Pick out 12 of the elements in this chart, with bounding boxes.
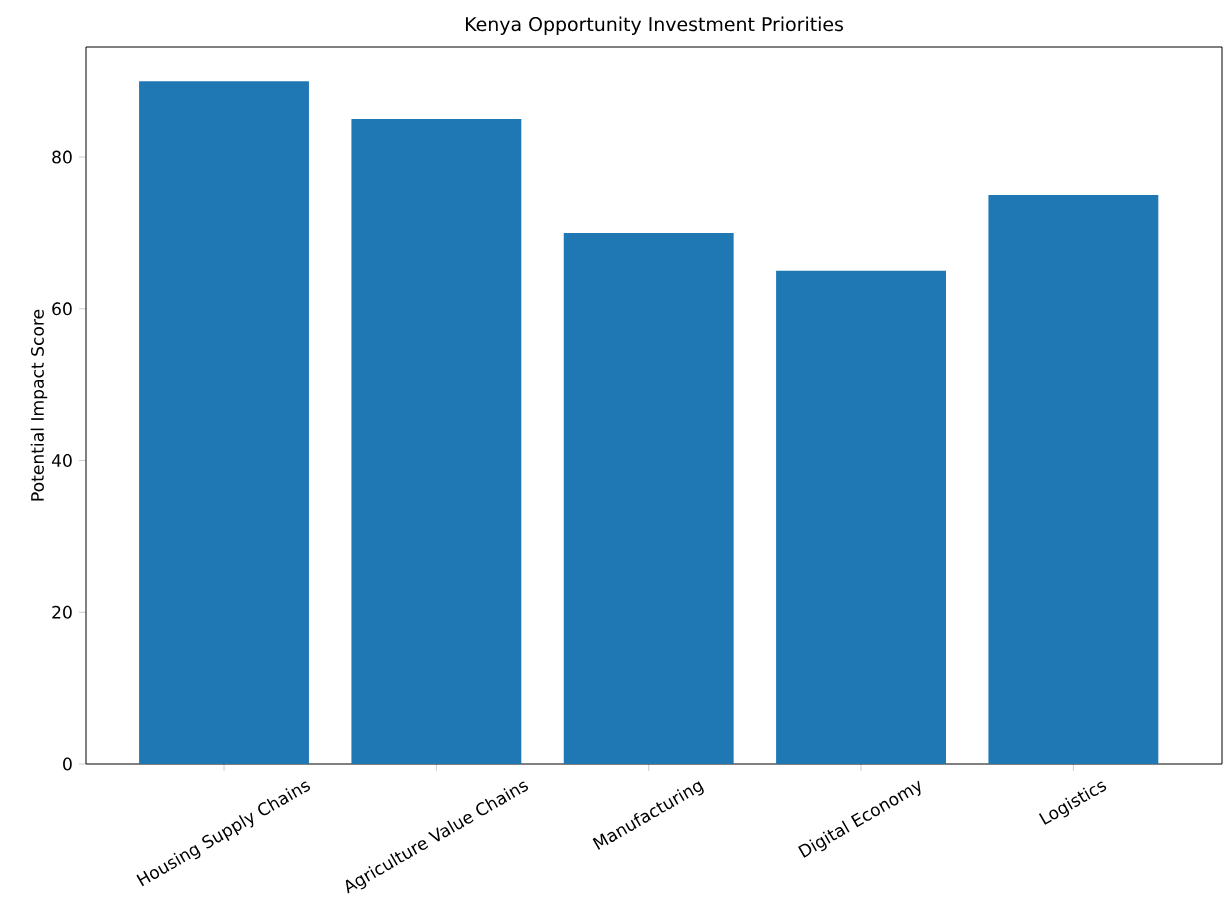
bar [776, 270, 946, 764]
y-axis-title: Potential Impact Score [30, 309, 48, 501]
y-tick-label: 0 [63, 757, 72, 771]
bar [351, 119, 522, 764]
y-tick-label: 60 [52, 302, 72, 316]
bar [988, 194, 1159, 764]
bar [563, 232, 734, 764]
chart-title: Kenya Opportunity Investment Priorities [465, 16, 843, 35]
bar [139, 81, 309, 764]
y-tick-label: 20 [52, 605, 72, 619]
y-tick-label: 80 [52, 150, 72, 164]
y-tick-label: 40 [51, 454, 72, 467]
